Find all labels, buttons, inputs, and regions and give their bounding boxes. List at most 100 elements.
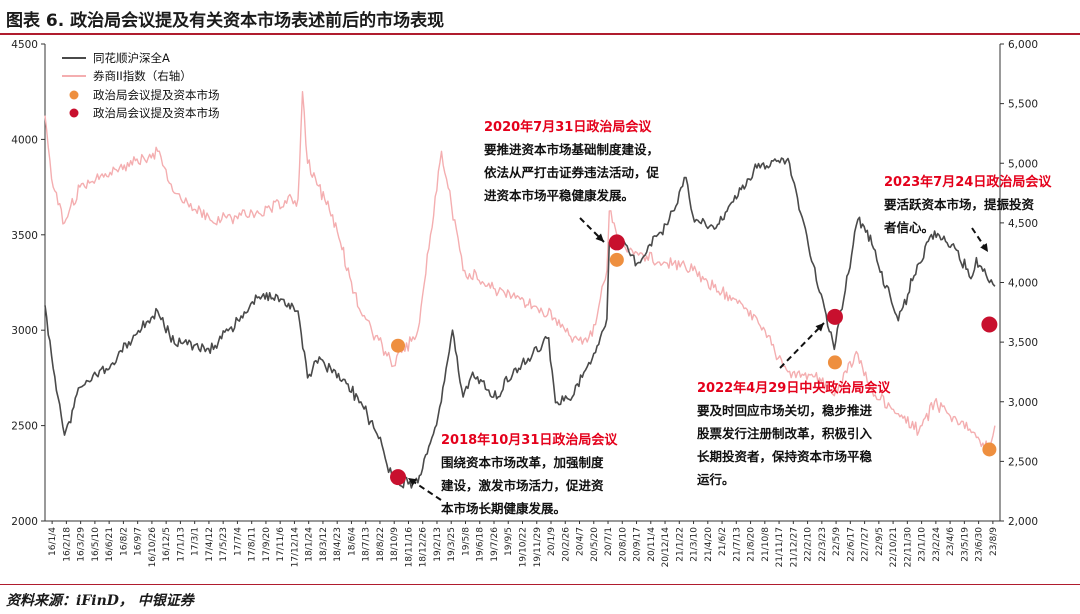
x-tick-label: 20/5/20 <box>590 527 600 562</box>
annotation-body-line: 要活跃资本市场，提振投资 <box>884 197 1035 212</box>
annotation-body-line: 长期投资者，保持资本市场平稳 <box>697 449 873 464</box>
right-tick-label: 6,000 <box>1008 39 1038 51</box>
x-tick-label: 23/8/9 <box>989 527 999 556</box>
right-tick-label: 3,000 <box>1008 397 1038 409</box>
x-tick-label: 17/8/11 <box>248 527 258 562</box>
title-divider <box>0 33 1080 35</box>
x-tick-label: 16/8/2 <box>119 527 129 556</box>
annotations: 2018年10月31日政治局会议围绕资本市场改革，加强制度建设，激发市场活力，促… <box>407 119 1052 516</box>
x-tick-label: 18/7/13 <box>362 527 372 562</box>
right-tick-label: 5,000 <box>1008 158 1038 170</box>
x-tick-label: 19/10/22 <box>519 527 529 567</box>
x-tick-label: 20/1/9 <box>547 527 557 556</box>
legend-label: 政治局会议提及资本市场 <box>93 88 220 102</box>
x-tick-label: 19/7/26 <box>490 527 500 562</box>
x-tick-label: 19/3/25 <box>447 527 457 562</box>
x-tick-label: 20/2/26 <box>561 527 571 562</box>
x-tick-label: 21/11/17 <box>775 527 785 567</box>
x-tick-label: 18/8/22 <box>376 527 386 562</box>
right-tick-label: 4,000 <box>1008 278 1038 290</box>
orange-event-marker <box>982 442 997 457</box>
annotation-body-line: 要推进资本市场基础制度建设， <box>484 142 659 157</box>
annotation-title: 2018年10月31日政治局会议 <box>441 432 618 448</box>
x-tick-label: 20/7/1 <box>604 527 614 556</box>
x-tick-label: 16/3/29 <box>77 527 87 562</box>
series-line-all-a-index <box>44 157 996 489</box>
x-tick-label: 21/12/27 <box>789 527 799 567</box>
x-tick-label: 21/8/20 <box>747 527 757 562</box>
x-tick-label: 19/9/5 <box>504 527 514 556</box>
annotation-body-line: 股票发行注册制改革，积极引入 <box>697 426 873 441</box>
x-tick-label: 22/9/5 <box>875 527 885 556</box>
annotation-arrowhead <box>408 478 417 486</box>
footer-divider <box>0 584 1080 585</box>
x-tick-label: 16/1/4 <box>48 527 58 556</box>
orange-event-marker <box>391 338 406 353</box>
left-tick-label: 2000 <box>11 516 38 528</box>
x-tick-label: 17/11/6 <box>276 527 286 562</box>
x-tick-label: 17/1/13 <box>176 527 186 562</box>
x-tick-label: 18/10/9 <box>390 527 400 562</box>
annotation-body-line: 者信心。 <box>883 220 934 235</box>
event-markers <box>390 234 998 486</box>
axes-frame: 2000 2500 3000 3500 4000 4500 2,000 2,500 3,000 3… <box>11 39 1038 567</box>
x-tick-label: 23/1/10 <box>918 527 928 562</box>
left-tick-label: 3500 <box>11 230 38 242</box>
annotation-arrowhead <box>595 233 604 242</box>
x-tick-label: 18/3/12 <box>319 527 329 562</box>
source-note: 资料来源：iFinD， 中银证券 <box>6 593 194 609</box>
annotation-body-line: 运行。 <box>697 472 735 487</box>
x-tick-label: 18/1/24 <box>305 527 315 562</box>
right-tick-label: 2,500 <box>1008 456 1038 468</box>
x-tick-label: 22/10/21 <box>889 527 899 567</box>
legend-label: 券商II指数（右轴） <box>93 69 192 83</box>
red-event-marker <box>608 234 625 251</box>
x-tick-label: 22/3/23 <box>818 527 828 562</box>
x-tick-label: 22/6/17 <box>846 527 856 562</box>
annotation-body-line: 围绕资本市场改革，加强制度 <box>441 455 604 470</box>
x-tick-label: 22/11/30 <box>903 527 913 568</box>
x-tick-label: 18/12/26 <box>419 527 429 568</box>
x-tick-label: 17/3/1 <box>191 527 201 556</box>
annotation-body-line: 依法从严打击证券违法活动，促 <box>484 165 660 180</box>
x-tick-label: 22/7/27 <box>861 527 871 562</box>
x-tick-label: 16/5/10 <box>91 527 101 562</box>
x-tick-label: 20/4/7 <box>576 527 586 556</box>
left-tick-label: 4500 <box>11 39 38 51</box>
series-line-broker-index <box>44 90 996 451</box>
annotation-arrow <box>779 322 825 369</box>
annotation-body-line: 进资本市场平稳健康发展。 <box>484 188 634 203</box>
x-tick-label: 20/12/14 <box>661 527 671 568</box>
x-tick-label: 17/12/14 <box>290 527 300 568</box>
right-tick-label: 3,500 <box>1008 337 1038 349</box>
annotation-arrowhead <box>815 323 824 332</box>
annotation-arrow <box>579 217 605 243</box>
annotation-body-line: 要及时回应市场关切，稳步推进 <box>697 403 873 418</box>
x-tick-label: 16/10/26 <box>148 527 158 568</box>
legend-swatch-orange <box>69 90 79 100</box>
x-tick-label: 21/1/22 <box>675 527 685 562</box>
x-tick-label: 20/11/4 <box>647 527 657 562</box>
x-tick-label: 22/2/10 <box>804 527 814 562</box>
x-tick-label: 20/8/10 <box>618 527 628 562</box>
x-tick-label: 23/6/30 <box>975 527 985 562</box>
x-tick-label: 21/3/10 <box>690 527 700 562</box>
red-event-marker <box>826 308 843 325</box>
x-tick-label: 16/6/21 <box>105 527 115 562</box>
x-tick-label: 17/7/4 <box>233 527 243 556</box>
x-tick-label: 23/5/19 <box>960 527 970 562</box>
x-tick-label: 18/6/4 <box>347 527 357 556</box>
x-tick-label: 23/4/6 <box>946 527 956 556</box>
left-tick-label: 2500 <box>11 421 38 433</box>
x-tick-label: 21/10/8 <box>761 527 771 562</box>
figure-title: 图表 6. 政治局会议提及有关资本市场表述前后的市场表现 <box>6 11 445 31</box>
legend-label: 同花顺沪深全A <box>93 51 170 65</box>
x-tick-label: 21/4/20 <box>704 527 714 562</box>
series-lines <box>44 90 996 489</box>
annotation-body-line: 本市场长期健康发展。 <box>441 501 566 516</box>
red-event-marker <box>981 316 998 333</box>
orange-event-marker <box>609 252 624 267</box>
legend-swatch-red <box>69 108 79 118</box>
annotation-body-line: 建设，激发市场活力，促进资 <box>441 478 604 493</box>
